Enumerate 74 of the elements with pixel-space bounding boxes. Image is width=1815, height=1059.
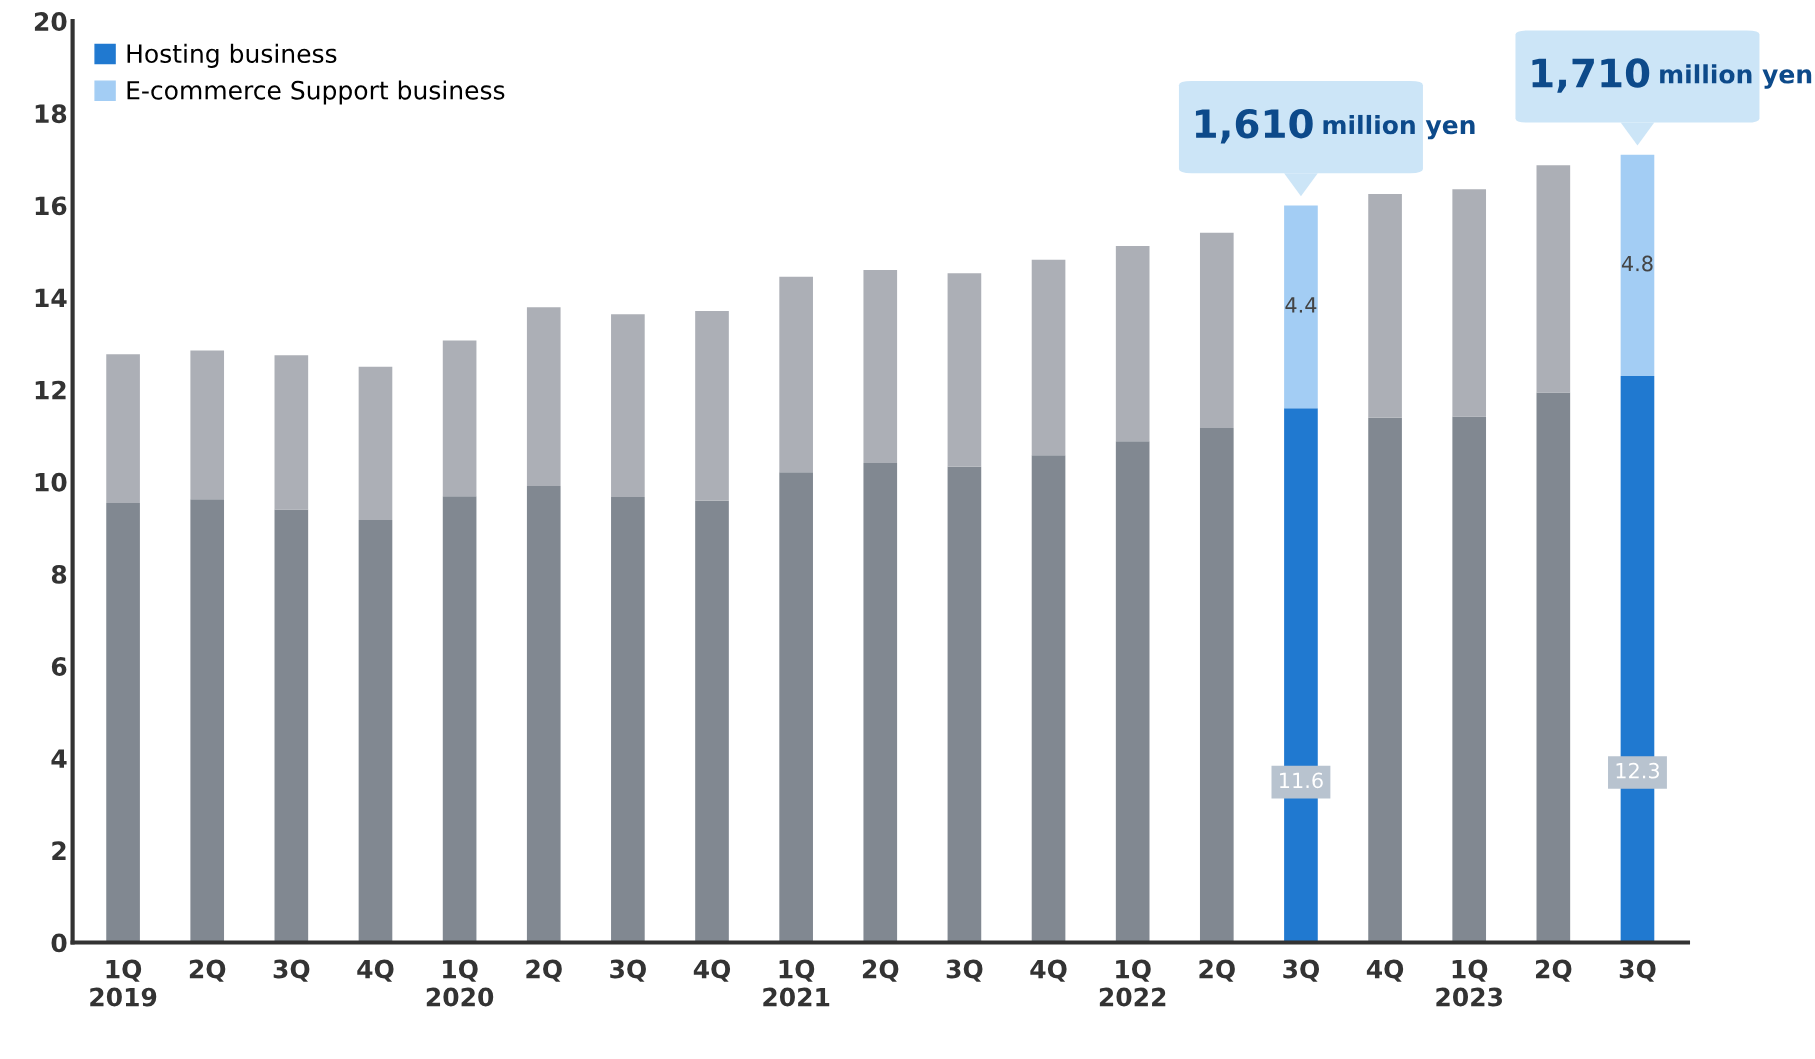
x-tick-label: 1Q 2019 <box>90 959 157 1007</box>
y-tick-label: 0 <box>51 933 67 953</box>
bar <box>1368 417 1402 943</box>
bar <box>1368 193 1402 418</box>
bar <box>1199 232 1234 428</box>
data-label: 12.3 <box>1616 762 1659 779</box>
x-tick-label: 1Q 2023 <box>1436 959 1503 1007</box>
y-tick-label: 20 <box>34 12 67 32</box>
bar <box>442 496 477 943</box>
bar <box>106 354 140 504</box>
bar <box>1620 154 1655 376</box>
legend-label: E-commerce Support business <box>127 80 505 105</box>
x-tick-label: 1Q 2020 <box>426 959 494 1007</box>
bar <box>442 340 477 497</box>
bar <box>1031 455 1066 943</box>
bar <box>1031 259 1066 456</box>
bar <box>779 472 813 943</box>
x-tick-label: 1Q 2021 <box>763 959 830 1007</box>
annotation: 1,710 million yen <box>1532 58 1812 93</box>
bar <box>526 307 561 486</box>
x-tick-label: 3Q <box>1619 959 1656 982</box>
x-tick-label: 4Q <box>357 959 394 982</box>
bar <box>190 499 225 943</box>
y-tick-label: 2 <box>52 841 66 860</box>
x-tick-label: 2Q <box>189 959 226 982</box>
x-tick-label: 2Q <box>526 959 562 982</box>
data-label: 11.6 <box>1280 772 1323 789</box>
x-tick-label: 3Q <box>946 959 983 982</box>
y-tick-label: 4 <box>51 749 67 768</box>
bar <box>611 314 645 498</box>
y-tick-label: 10 <box>35 472 67 492</box>
bar <box>863 462 898 943</box>
bar <box>358 366 393 521</box>
y-tick-label: 12 <box>35 380 66 400</box>
bar <box>526 485 561 943</box>
x-tick-label: 4Q <box>693 959 731 982</box>
bar <box>274 355 309 510</box>
data-label: 4.8 <box>1621 255 1653 272</box>
x-tick-label: 3Q <box>273 959 310 982</box>
bar <box>1536 392 1571 943</box>
bar <box>1115 245 1150 442</box>
y-tick-label: 16 <box>35 196 67 216</box>
y-tick-label: 8 <box>51 564 67 584</box>
y-tick-label: 18 <box>35 104 67 124</box>
bar <box>1199 427 1234 943</box>
bar <box>947 466 982 943</box>
bar <box>1452 416 1487 943</box>
x-tick-label: 1Q 2022 <box>1099 959 1166 1007</box>
bar <box>1452 189 1487 417</box>
x-tick-label: 4Q <box>1030 959 1067 982</box>
annotation: 1,610 million yen <box>1195 109 1475 144</box>
bar <box>947 273 982 467</box>
bar <box>274 509 309 943</box>
x-tick-label: 4Q <box>1366 959 1404 982</box>
bar <box>611 497 645 943</box>
bar <box>1284 205 1318 409</box>
x-tick-label: 2Q <box>862 959 899 982</box>
legend-label: Hosting business <box>127 43 337 68</box>
bar <box>106 503 140 943</box>
bar <box>695 500 729 943</box>
x-tick-label: 2Q <box>1199 959 1235 982</box>
bar <box>1115 441 1150 943</box>
x-tick-label: 2Q <box>1535 959 1572 982</box>
x-tick-label: 3Q <box>1283 959 1320 982</box>
bar <box>190 350 225 500</box>
y-tick-label: 6 <box>51 657 67 676</box>
bar <box>1536 165 1571 393</box>
bar <box>695 310 729 501</box>
data-label: 4.4 <box>1285 297 1317 313</box>
bar <box>863 269 898 463</box>
bar <box>779 276 813 473</box>
y-tick-label: 14 <box>35 288 67 308</box>
bar <box>358 520 393 943</box>
x-tick-label: 3Q <box>610 959 646 982</box>
